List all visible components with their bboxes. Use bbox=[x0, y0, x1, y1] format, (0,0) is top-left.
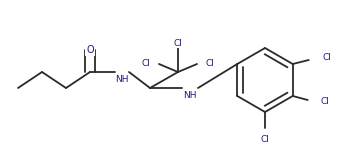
Text: Cl: Cl bbox=[174, 39, 183, 48]
Text: O: O bbox=[86, 45, 94, 55]
Text: Cl: Cl bbox=[141, 60, 150, 69]
Text: Cl: Cl bbox=[323, 54, 332, 63]
Text: Cl: Cl bbox=[206, 60, 215, 69]
Text: Cl: Cl bbox=[321, 97, 330, 106]
Text: NH: NH bbox=[183, 91, 197, 100]
Text: Cl: Cl bbox=[261, 136, 270, 145]
Text: NH: NH bbox=[115, 76, 129, 85]
